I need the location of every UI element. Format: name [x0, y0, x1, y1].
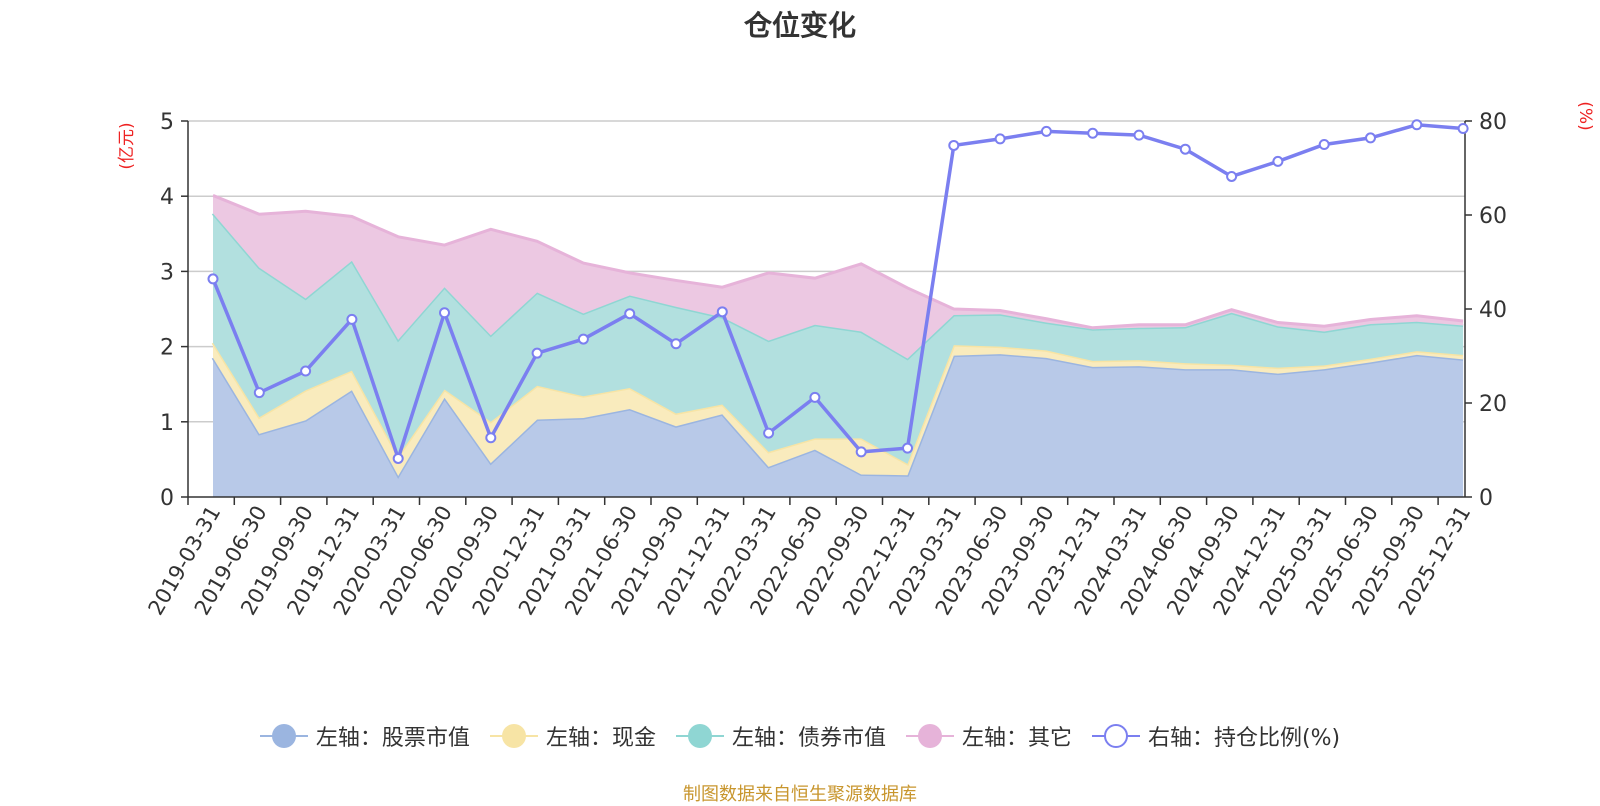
ratio-line-path — [211, 122, 1464, 465]
legend-item-4[interactable]: 左轴：其它 — [905, 720, 1072, 752]
legend-label: 左轴：股票市值 — [315, 726, 470, 751]
ratio-point — [948, 139, 960, 151]
legend-label: 左轴：债券市值 — [731, 726, 886, 751]
left-tick-label: 4 — [160, 185, 174, 210]
area-series-2 — [213, 342, 1464, 476]
ratio-point — [392, 452, 404, 464]
left-tick-label: 5 — [160, 110, 174, 135]
area-series-4 — [213, 195, 1464, 359]
chart-title: 仓位变化 — [743, 9, 856, 42]
right-tick-label: 80 — [1479, 110, 1507, 135]
ratio-point — [763, 427, 775, 439]
ratio-point — [300, 365, 312, 377]
ratio-point — [1365, 132, 1376, 144]
ratio-point — [670, 338, 682, 350]
ratio-point — [1272, 155, 1284, 167]
ratio-point — [1179, 143, 1191, 155]
right-axis-unit: (%) — [1575, 101, 1595, 130]
area-series-3 — [213, 213, 1464, 464]
legend-label: 右轴：持仓比例(%) — [1147, 726, 1341, 751]
ratio-point — [439, 307, 450, 319]
area-edge-4 — [212, 194, 1464, 330]
area-series-1 — [213, 354, 1464, 497]
ratio-point — [346, 313, 358, 325]
right-tick-label: 20 — [1479, 392, 1507, 417]
legend-item-5[interactable]: 右轴：持仓比例(%) — [1091, 720, 1341, 752]
ratio-point — [531, 347, 543, 359]
legend-swatch-icon — [905, 722, 954, 750]
legend-item-2[interactable]: 左轴：现金 — [489, 720, 656, 752]
legend-swatch-icon — [489, 722, 538, 750]
ratio-point — [485, 432, 497, 444]
stacked-areas — [211, 194, 1464, 497]
ratio-point — [1040, 125, 1052, 137]
legend-label: 左轴：现金 — [545, 726, 656, 751]
legend-swatch-icon — [259, 722, 308, 750]
ratio-point — [1318, 139, 1330, 150]
legend-label: 左轴：其它 — [961, 726, 1072, 751]
legend-swatch-icon — [675, 722, 724, 750]
left-tick-label: 0 — [160, 486, 174, 511]
ratio-point — [994, 133, 1006, 145]
ratio-line — [207, 119, 1469, 465]
left-tick-label: 3 — [160, 260, 174, 285]
ratio-point — [902, 442, 913, 454]
left-axis-unit: (亿元) — [117, 122, 137, 169]
ratio-point — [577, 333, 589, 345]
ratio-point — [1226, 170, 1238, 182]
ratio-point — [253, 387, 265, 399]
ratio-point — [1087, 127, 1099, 139]
ratio-point — [855, 446, 867, 458]
ratio-point — [809, 391, 821, 403]
ratio-point — [1411, 119, 1423, 131]
ratio-point — [624, 308, 636, 320]
ratio-point — [1457, 123, 1469, 135]
ratio-point — [1133, 129, 1145, 141]
data-source-note: 制图数据来自恒生聚源数据库 — [683, 784, 917, 805]
ratio-point — [207, 273, 219, 285]
right-tick-label: 40 — [1479, 298, 1507, 323]
legend-item-1[interactable]: 左轴：股票市值 — [259, 720, 470, 752]
chart-legend[interactable]: 左轴：股票市值 左轴：现金 左轴：债券市值 左轴：其它 右轴：持仓比例(%) — [0, 720, 1600, 752]
legend-item-3[interactable]: 左轴：债券市值 — [675, 720, 886, 752]
ratio-point — [716, 306, 728, 318]
right-tick-label: 60 — [1479, 204, 1507, 229]
legend-swatch-icon — [1091, 722, 1140, 750]
left-tick-label: 1 — [160, 411, 174, 436]
right-tick-label: 0 — [1479, 486, 1493, 511]
left-tick-label: 2 — [160, 336, 174, 361]
